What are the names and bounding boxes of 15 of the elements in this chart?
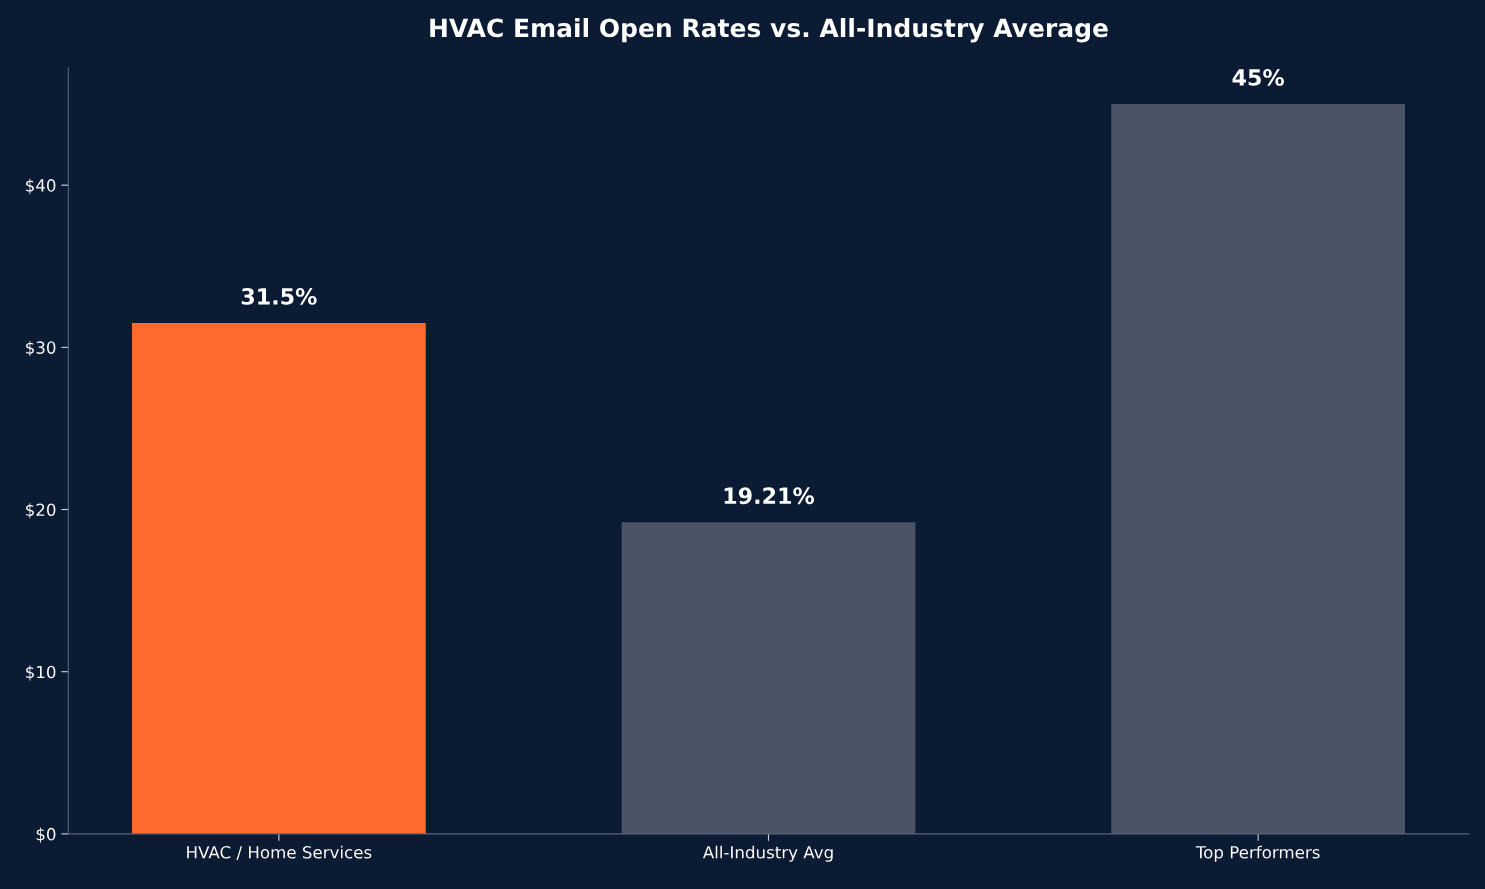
data-label: 31.5%	[241, 288, 317, 305]
x-tick-label: Top Performers	[1195, 845, 1320, 862]
data-label: 45%	[1232, 69, 1285, 86]
bar	[621, 522, 916, 834]
bar	[131, 323, 426, 834]
x-tick-label: All-Industry Avg	[702, 845, 833, 862]
chart-title: HVAC Email Open Rates vs. All-Industry Average	[430, 18, 1108, 43]
y-tick-label: $10	[26, 665, 56, 681]
y-tick-label: $30	[26, 341, 56, 357]
y-tick-label: $20	[26, 503, 56, 519]
y-tick-label: $0	[36, 827, 56, 843]
bar	[1111, 104, 1406, 834]
y-tick-label: $40	[26, 178, 56, 194]
x-tick-label: HVAC / Home Services	[187, 845, 372, 860]
data-label: 19.21%	[724, 487, 815, 505]
